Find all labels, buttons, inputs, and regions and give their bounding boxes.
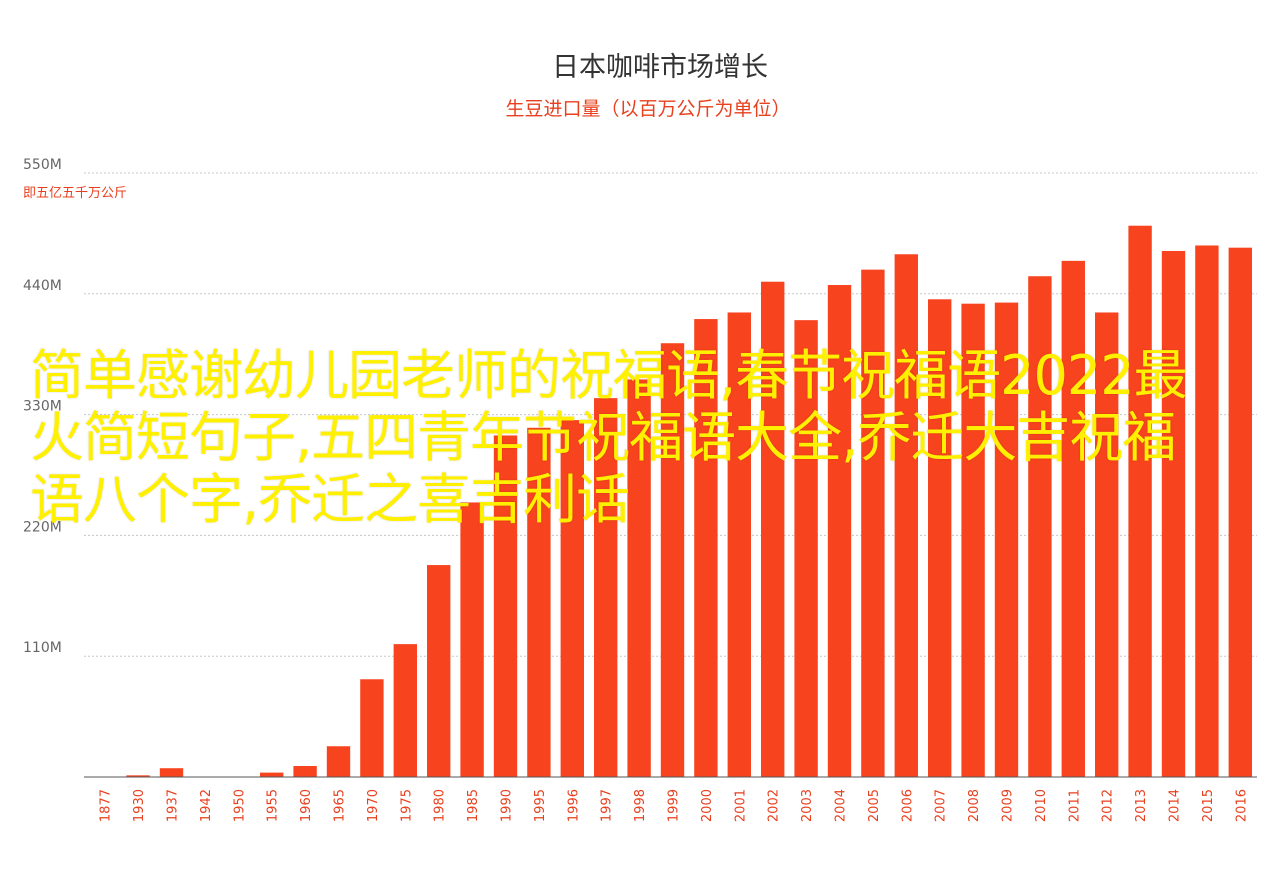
x-tick-label: 1965 xyxy=(333,789,348,822)
x-tick-label: 1877 xyxy=(99,789,114,822)
x-tick-label: 2004 xyxy=(834,789,849,822)
x-tick-label: 1975 xyxy=(399,789,414,822)
bar-1937 xyxy=(159,768,184,777)
x-tick-label: 2000 xyxy=(700,789,715,822)
x-tick-label: 2008 xyxy=(967,789,982,822)
x-tick-label: 1999 xyxy=(667,789,682,822)
x-tick-label: 1960 xyxy=(299,789,314,822)
x-tick-label: 1990 xyxy=(500,789,515,822)
x-tick-label: 2010 xyxy=(1034,789,1049,822)
x-tick-label: 1980 xyxy=(433,789,448,822)
bar-1998 xyxy=(627,379,651,777)
bar-2004 xyxy=(827,285,852,777)
bar-1930 xyxy=(126,775,150,777)
bar-2008 xyxy=(961,303,985,777)
bar-1990 xyxy=(493,435,518,777)
bar-1965 xyxy=(326,746,351,777)
y-tick-label: 220M xyxy=(23,519,62,535)
bar-2009 xyxy=(994,302,1019,777)
chart-title: 日本咖啡市场增长 xyxy=(552,52,768,83)
x-tick-label: 2006 xyxy=(900,789,915,822)
x-tick-label: 2009 xyxy=(1001,789,1016,822)
bar-2012 xyxy=(1095,312,1119,777)
x-tick-label: 2005 xyxy=(867,789,882,822)
x-tick-label: 1937 xyxy=(166,789,181,822)
bar-2013 xyxy=(1128,225,1152,778)
x-tick-label: 1996 xyxy=(566,789,581,822)
x-tick-label: 2001 xyxy=(733,789,748,822)
x-tick-label: 1970 xyxy=(366,789,381,822)
bar-2000 xyxy=(694,319,718,777)
y-tick-labels: 550M 440M 330M 220M 110M xyxy=(23,157,62,656)
x-tick-label: 2003 xyxy=(800,789,815,822)
x-tick-label: 1995 xyxy=(533,789,548,822)
bar-2014 xyxy=(1161,250,1186,778)
x-tick-label: 2002 xyxy=(767,789,782,822)
bar-2011 xyxy=(1061,260,1085,777)
bar-2015 xyxy=(1195,245,1219,778)
bar-1997 xyxy=(594,398,618,777)
x-tick-label: 2011 xyxy=(1067,789,1082,822)
x-tick-label: 2012 xyxy=(1101,789,1116,822)
bar-1960 xyxy=(293,766,317,777)
x-tick-label: 1942 xyxy=(199,789,214,822)
x-tick-label: 2013 xyxy=(1134,789,1149,822)
x-tick-label: 1998 xyxy=(633,789,648,822)
x-tick-label: 2014 xyxy=(1168,789,1183,822)
bar-1995 xyxy=(527,427,551,777)
x-tick-label: 1950 xyxy=(232,789,247,822)
y-unit-note: 即五亿五千万公斤 xyxy=(23,186,127,201)
bar-1980 xyxy=(427,565,451,777)
x-tick-labels: 1877 1930 1937 1942 1950 1955 1960 1965 1970 1975… xyxy=(99,789,1250,822)
bar-1996 xyxy=(560,420,584,777)
y-tick-label: 440M xyxy=(23,278,62,294)
y-tick-label: 330M xyxy=(23,399,62,415)
bar-2003 xyxy=(794,320,818,777)
bars xyxy=(126,225,1252,778)
bar-1955 xyxy=(260,772,284,777)
x-tick-label: 1930 xyxy=(132,789,147,822)
y-tick-label: 550M xyxy=(23,157,62,173)
bar-2002 xyxy=(761,281,785,777)
bar-2016 xyxy=(1228,247,1252,777)
bar-1975 xyxy=(393,644,417,777)
x-tick-label: 2007 xyxy=(934,789,949,822)
bar-1999 xyxy=(660,343,685,777)
bar-2007 xyxy=(928,299,952,777)
chart-subtitle: 生豆进口量（以百万公斤为单位） xyxy=(505,98,790,120)
x-tick-label: 2016 xyxy=(1234,789,1249,822)
x-tick-label: 1985 xyxy=(466,789,481,822)
y-tick-label: 110M xyxy=(23,640,62,656)
overlay-caption: 简单感谢幼儿园老师的祝福语,春节祝福语2022最火简短句子,五四青年节祝福语大全… xyxy=(30,344,1188,531)
gridlines xyxy=(84,172,1257,657)
x-tick-label: 1955 xyxy=(266,789,281,822)
bar-1970 xyxy=(360,679,384,777)
bar-2005 xyxy=(861,269,885,777)
bar-2001 xyxy=(727,312,751,777)
bar-2010 xyxy=(1028,276,1052,777)
x-tick-label: 1997 xyxy=(600,789,615,822)
bar-1985 xyxy=(460,502,484,777)
bar-2006 xyxy=(894,254,918,778)
x-tick-label: 2015 xyxy=(1201,789,1216,822)
